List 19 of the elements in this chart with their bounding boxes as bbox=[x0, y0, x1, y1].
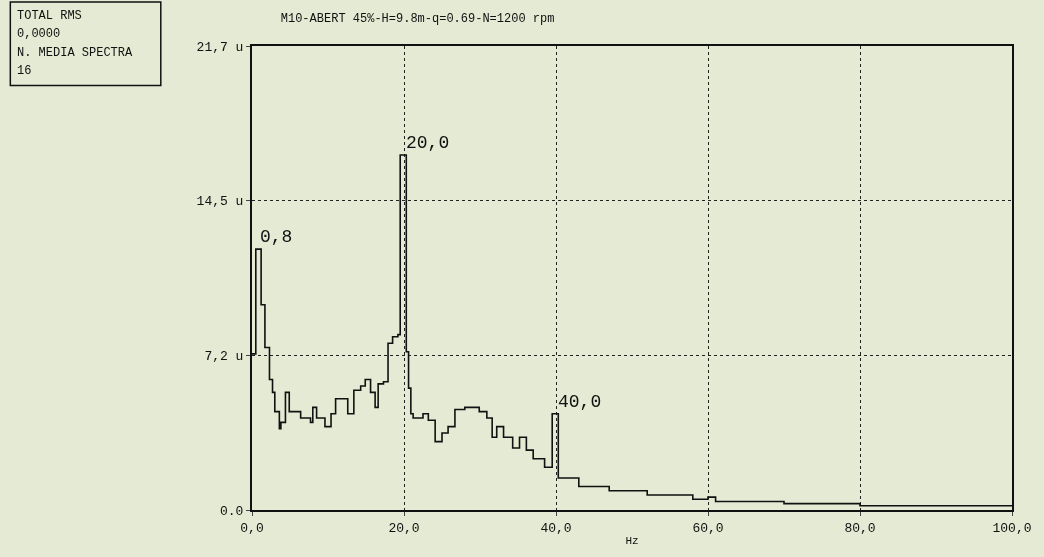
y-tick-label: 14,5 u bbox=[196, 194, 244, 210]
text: TOTAL RMS bbox=[17, 9, 82, 23]
annotation: 0,8 bbox=[260, 227, 293, 247]
annotation: 20,0 bbox=[406, 133, 450, 153]
x-tick-label: 100,0 bbox=[992, 520, 1032, 536]
x-tick-label: 0,0 bbox=[240, 520, 264, 536]
y-tick-label: 0.0 bbox=[219, 503, 244, 519]
annotation: 40,0 bbox=[558, 392, 602, 412]
text: N. MEDIA SPECTRA bbox=[17, 46, 134, 60]
y-tick-label: 21,7 u bbox=[196, 39, 244, 55]
x-tick-label: 60,0 bbox=[692, 520, 724, 536]
x-axis-title: Hz bbox=[625, 535, 639, 548]
x-tick-label: 40,0 bbox=[540, 520, 572, 536]
text: 0,0000 bbox=[17, 27, 61, 41]
x-tick-label: 20,0 bbox=[388, 520, 420, 536]
y-tick-label: 7,2 u bbox=[204, 348, 244, 364]
chart-title: M10-ABERT 45%-H=9.8m-q=0.69-N=1200 rpm bbox=[280, 12, 555, 27]
text: 16 bbox=[17, 64, 32, 78]
x-tick-label: 80,0 bbox=[844, 520, 876, 536]
